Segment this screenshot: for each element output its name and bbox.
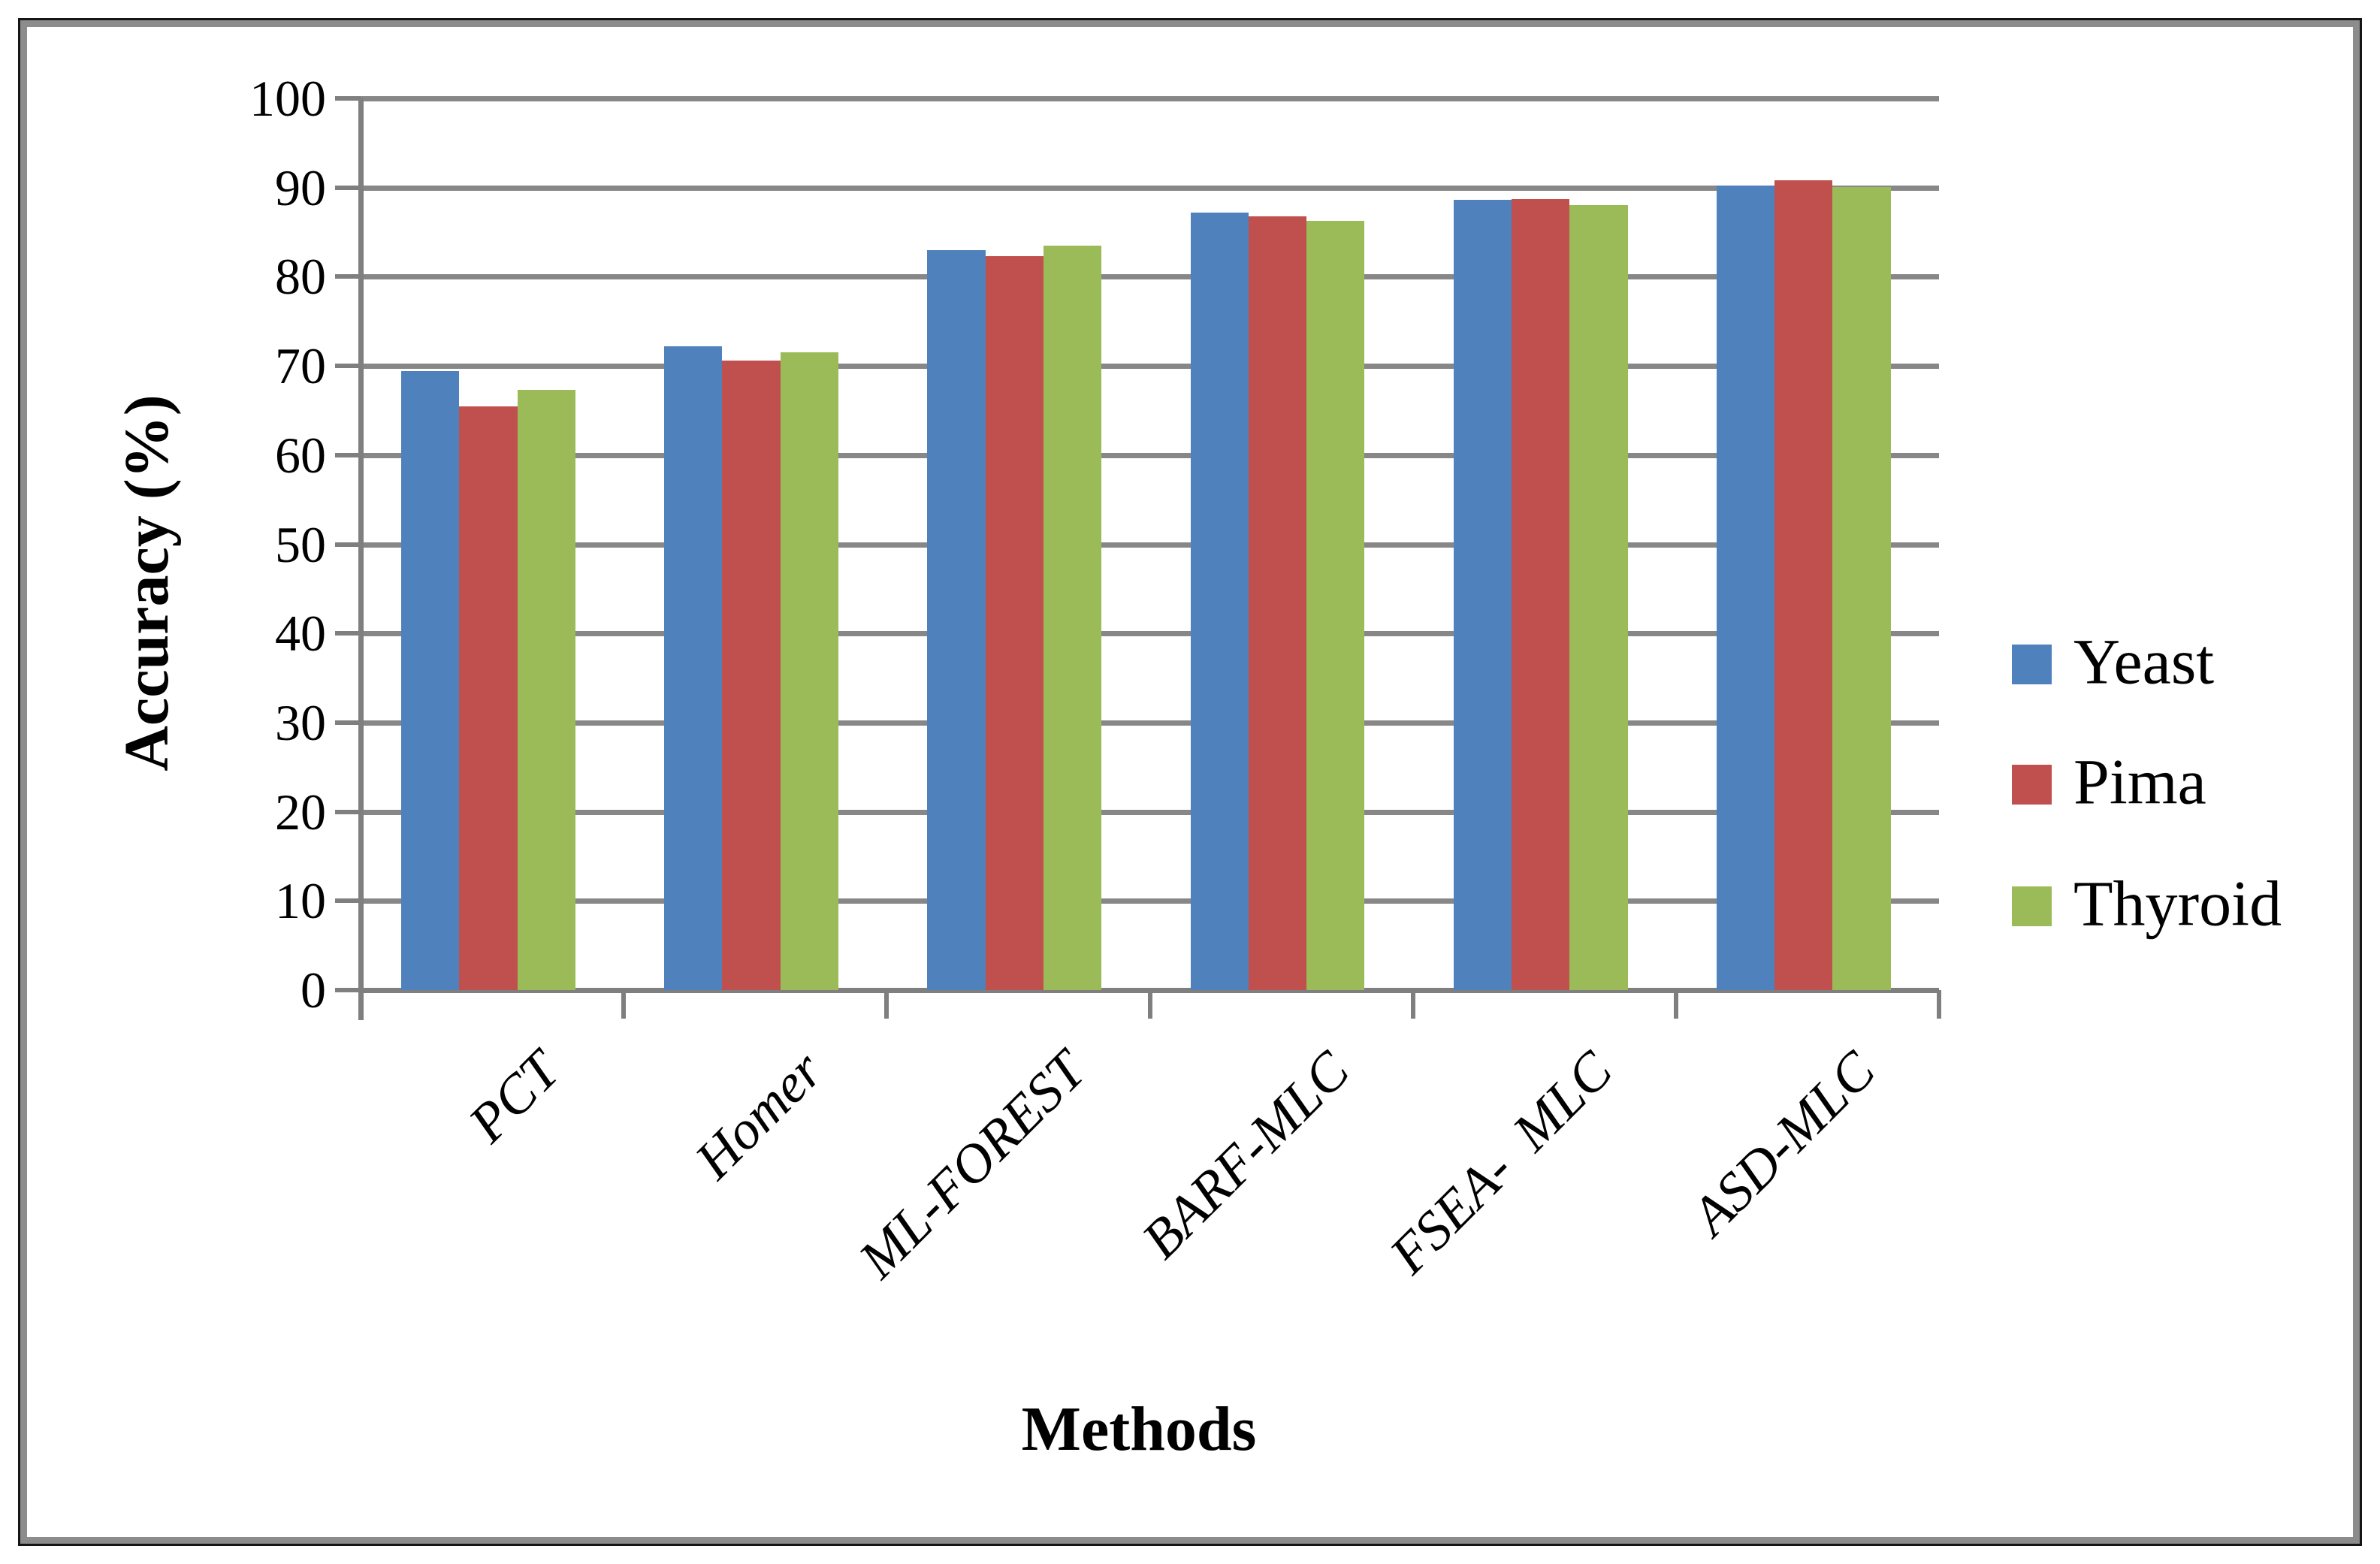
legend-swatch-thyroid: [2012, 886, 2052, 926]
legend-swatch-yeast: [2012, 645, 2052, 684]
legend-label: Pima: [2073, 745, 2206, 818]
bar-pima-4: [1511, 199, 1570, 990]
bar-pima-0: [459, 406, 518, 990]
bar-yeast-3: [1190, 212, 1249, 990]
x-axis-title: Methods: [1021, 1394, 1257, 1464]
legend-item-thyroid: Thyroid: [2012, 865, 2357, 947]
bar-pima-2: [985, 256, 1044, 990]
gridline: [361, 364, 1939, 370]
bar-yeast-2: [927, 249, 986, 990]
y-axis-tick: [335, 364, 361, 369]
legend-label: Yeast: [2073, 625, 2215, 698]
y-axis-tick: [335, 452, 361, 457]
gridline: [361, 452, 1939, 458]
legend-item-yeast: Yeast: [2012, 623, 2357, 705]
y-axis-tick: [335, 809, 361, 814]
bar-thyroid-2: [1043, 245, 1102, 990]
x-category-label: PCT: [457, 1039, 572, 1154]
bar-yeast-0: [401, 371, 460, 990]
x-axis-tick: [884, 990, 889, 1019]
y-tick-label: 100: [249, 70, 326, 127]
bar-pima-5: [1774, 180, 1833, 990]
x-axis-tick: [1147, 990, 1152, 1019]
bar-thyroid-5: [1832, 186, 1891, 990]
y-axis-tick: [335, 898, 361, 904]
gridline: [361, 631, 1939, 637]
bar-thyroid-3: [1306, 220, 1365, 990]
legend-label: Thyroid: [2073, 867, 2282, 940]
x-category-label: FSEA- MLC: [1378, 1039, 1623, 1285]
legend-item-pima: Pima: [2012, 743, 2357, 826]
y-tick-label: 20: [275, 783, 326, 841]
y-tick-label: 80: [275, 248, 326, 306]
y-axis-tick: [335, 542, 361, 547]
y-axis-tick: [335, 631, 361, 636]
y-axis-tick: [335, 274, 361, 279]
x-axis-tick: [1410, 990, 1415, 1019]
y-axis-tick: [335, 96, 361, 101]
bar-pima-3: [1248, 216, 1307, 990]
figure-border-outer: Accuracy (%) Methods 100 90 80 70 60 50 40 30 20…: [18, 18, 2362, 1546]
gridline: [361, 96, 1939, 101]
x-axis-tick: [621, 990, 627, 1019]
bar-thyroid-0: [517, 390, 575, 990]
gridline: [361, 809, 1939, 815]
bar-yeast-5: [1716, 186, 1775, 990]
y-axis-tick: [335, 988, 361, 992]
figure-border-inner: Accuracy (%) Methods 100 90 80 70 60 50 40 30 20…: [20, 20, 2360, 1544]
bar-yeast-4: [1453, 200, 1512, 990]
legend-swatch-pima: [2012, 765, 2052, 805]
y-tick-label: 70: [275, 337, 326, 395]
chart-area: Accuracy (%) Methods 100 90 80 70 60 50 40 30 20…: [27, 27, 2353, 1537]
y-tick-label: 40: [275, 605, 326, 663]
y-tick-label: 60: [275, 426, 326, 484]
y-tick-label: 10: [275, 872, 326, 930]
x-category-label: Homer: [683, 1039, 835, 1191]
gridline: [361, 898, 1939, 904]
y-axis-line: [358, 98, 364, 1020]
y-axis-tick: [335, 185, 361, 190]
bar-thyroid-4: [1569, 205, 1628, 990]
bar-pima-1: [722, 360, 781, 990]
x-category-label: ASD-MLC: [1679, 1039, 1887, 1247]
x-axis-tick: [1937, 990, 1941, 1019]
y-tick-label: 30: [275, 693, 326, 751]
bar-yeast-1: [664, 346, 723, 990]
x-axis-tick: [1673, 990, 1678, 1019]
y-tick-label: 90: [275, 159, 326, 216]
bar-thyroid-1: [780, 352, 839, 990]
gridline: [361, 542, 1939, 548]
gridline: [361, 185, 1939, 191]
y-tick-label: 0: [301, 962, 326, 1019]
gridline: [361, 274, 1939, 280]
gridline: [361, 720, 1939, 726]
x-axis-tick: [358, 990, 363, 1019]
y-axis-tick: [335, 720, 361, 725]
y-tick-label: 50: [275, 515, 326, 573]
